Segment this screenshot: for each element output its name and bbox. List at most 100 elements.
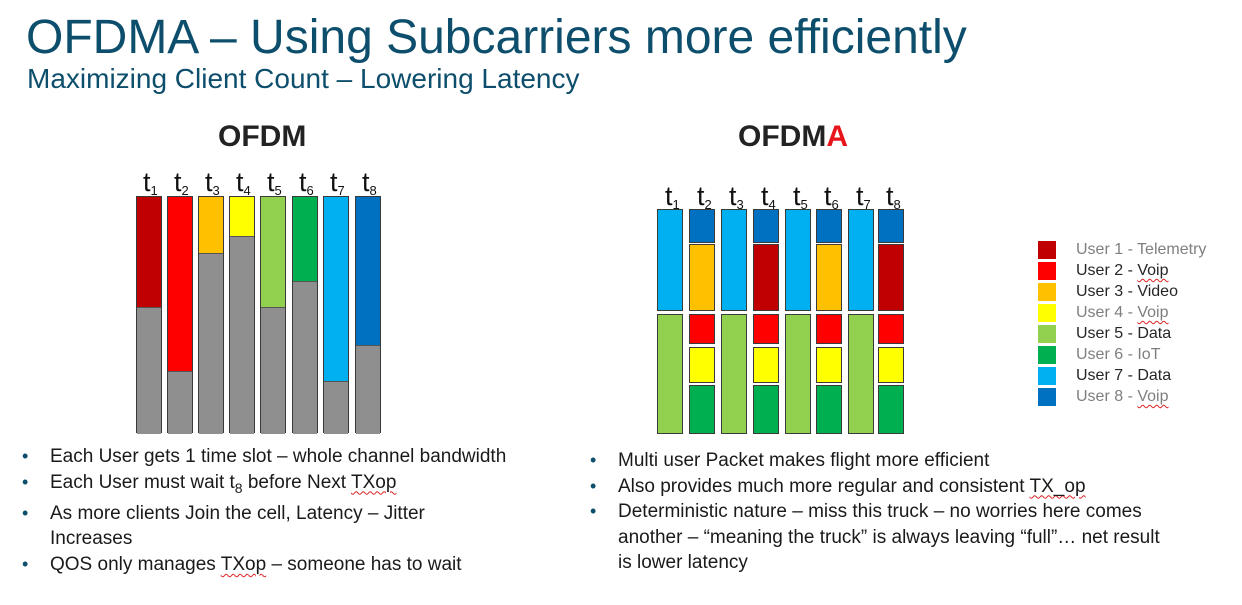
time-label: t1 (143, 168, 158, 205)
time-label-t: t (729, 181, 737, 211)
ofdma-user-3-block (816, 244, 842, 311)
time-label-sub: 1 (150, 183, 158, 198)
legend-label-text: User 5 - Data (1076, 325, 1172, 342)
ofdma-user-4-block (816, 347, 842, 383)
bullet-tail: before Next (242, 471, 352, 493)
time-label-sub: 4 (768, 197, 776, 212)
time-label: t3 (205, 168, 220, 205)
ofdm-idle-segment (293, 282, 317, 434)
bullet-emphasis: TXop (351, 471, 397, 493)
time-label-sub: 1 (672, 197, 680, 212)
page-subtitle: Maximizing Client Count – Lowering Laten… (27, 63, 580, 94)
ofdm-idle-segment (168, 372, 192, 434)
legend-label-text: User 8 - (1076, 388, 1138, 405)
bullet-item: Each User gets 1 time slot – whole chann… (22, 444, 512, 470)
legend-label-text: User 4 - (1076, 304, 1138, 321)
time-label: t4 (236, 168, 251, 205)
ofdma-user-1-block (878, 244, 904, 311)
legend-label: User 6 - IoT (1076, 345, 1160, 365)
time-label-sub: 5 (800, 197, 808, 212)
time-label-sub: 4 (243, 183, 251, 198)
time-label-t: t (205, 167, 213, 197)
bullet-text: As more clients Join the cell, Latency –… (50, 502, 425, 550)
time-label: t5 (267, 168, 282, 205)
time-label-sub: 6 (306, 183, 314, 198)
bullet-text: Also provides much more regular and cons… (618, 475, 1030, 497)
ofdma-user-2-block (878, 314, 904, 344)
ofdma-user-7-block (721, 209, 747, 311)
legend-label: User 3 - Video (1076, 282, 1178, 302)
time-label-sub: 8 (369, 183, 377, 198)
time-label: t8 (362, 168, 377, 205)
ofdma-user-6-block (878, 385, 904, 434)
ofdma-heading-accent: A (826, 120, 848, 153)
legend-swatch-user-2 (1038, 262, 1056, 280)
time-label: t5 (793, 182, 808, 219)
ofdm-user-6-segment (293, 197, 317, 282)
ofdm-slot-bar (323, 196, 349, 434)
ofdm-heading: OFDM (218, 120, 307, 153)
time-label-t: t (236, 167, 244, 197)
ofdma-user-1-block (753, 244, 779, 311)
ofdma-user-5-block (848, 314, 874, 434)
ofdm-idle-segment (324, 382, 348, 434)
ofdma-heading: OFDMA (738, 120, 848, 154)
time-label-sub: 6 (831, 197, 839, 212)
time-label-sub: 3 (212, 183, 220, 198)
ofdma-heading-prefix: OFDM (738, 120, 827, 153)
ofdma-bullet-list: Multi user Packet makes flight more effi… (590, 448, 1170, 576)
ofdma-user-7-block (785, 209, 811, 311)
legend-label-emphasis: Voip (1137, 388, 1169, 405)
ofdma-user-6-block (816, 385, 842, 434)
time-label-t: t (824, 181, 832, 211)
ofdma-user-6-block (753, 385, 779, 434)
legend-swatch-user-6 (1038, 346, 1056, 364)
bullet-item: Each User must wait t8 before Next TXop (22, 470, 512, 501)
ofdm-slot-bar (167, 196, 193, 434)
ofdma-user-2-block (689, 314, 715, 344)
time-label-t: t (761, 181, 769, 211)
legend-label-text: User 2 - (1076, 262, 1138, 279)
ofdma-user-8-block (753, 209, 779, 243)
ofdma-user-5-block (657, 314, 683, 434)
time-label: t1 (665, 182, 680, 219)
legend-label: User 7 - Data (1076, 366, 1171, 386)
legend-swatch-user-4 (1038, 304, 1056, 322)
time-label-t: t (665, 181, 673, 211)
legend-label-emphasis: Voip (1137, 262, 1169, 279)
bullet-text: Deterministic nature – miss this truck –… (618, 501, 1160, 573)
ofdm-user-3-segment (199, 197, 223, 254)
bullet-text: Each User gets 1 time slot – whole chann… (50, 446, 507, 467)
legend-label: User 5 - Data (1076, 324, 1171, 344)
time-label: t3 (729, 182, 744, 219)
time-label-sub: 7 (863, 197, 871, 212)
legend-label-text: User 3 - Video (1076, 283, 1178, 300)
ofdma-user-8-block (878, 209, 904, 243)
bullet-subscript: 8 (234, 479, 243, 496)
time-label-t: t (362, 167, 370, 197)
ofdm-slot-bar (136, 196, 162, 434)
legend-label-emphasis: Voip (1137, 304, 1169, 321)
ofdm-user-5-segment (261, 197, 285, 308)
bullet-item: QOS only manages TXop – someone has to w… (22, 552, 512, 578)
ofdma-user-8-block (689, 209, 715, 243)
ofdma-user-5-block (785, 314, 811, 434)
legend-label: User 2 - Voip (1076, 261, 1168, 281)
time-label-sub: 2 (181, 183, 189, 198)
time-label-t: t (856, 181, 864, 211)
time-label-sub: 7 (337, 183, 345, 198)
time-label: t2 (697, 182, 712, 219)
time-label-sub: 5 (274, 183, 282, 198)
time-label: t6 (824, 182, 839, 219)
ofdm-user-4-segment (230, 197, 254, 237)
legend-swatch-user-3 (1038, 283, 1056, 301)
time-label-sub: 2 (704, 197, 712, 212)
time-label-t: t (697, 181, 705, 211)
time-label-t: t (267, 167, 275, 197)
ofdm-idle-segment (230, 237, 254, 434)
legend-label: User 8 - Voip (1076, 387, 1168, 407)
ofdm-slot-bar (355, 196, 381, 434)
ofdm-slot-bar (198, 196, 224, 434)
ofdm-slot-bar (229, 196, 255, 434)
time-label-sub: 3 (736, 197, 744, 212)
